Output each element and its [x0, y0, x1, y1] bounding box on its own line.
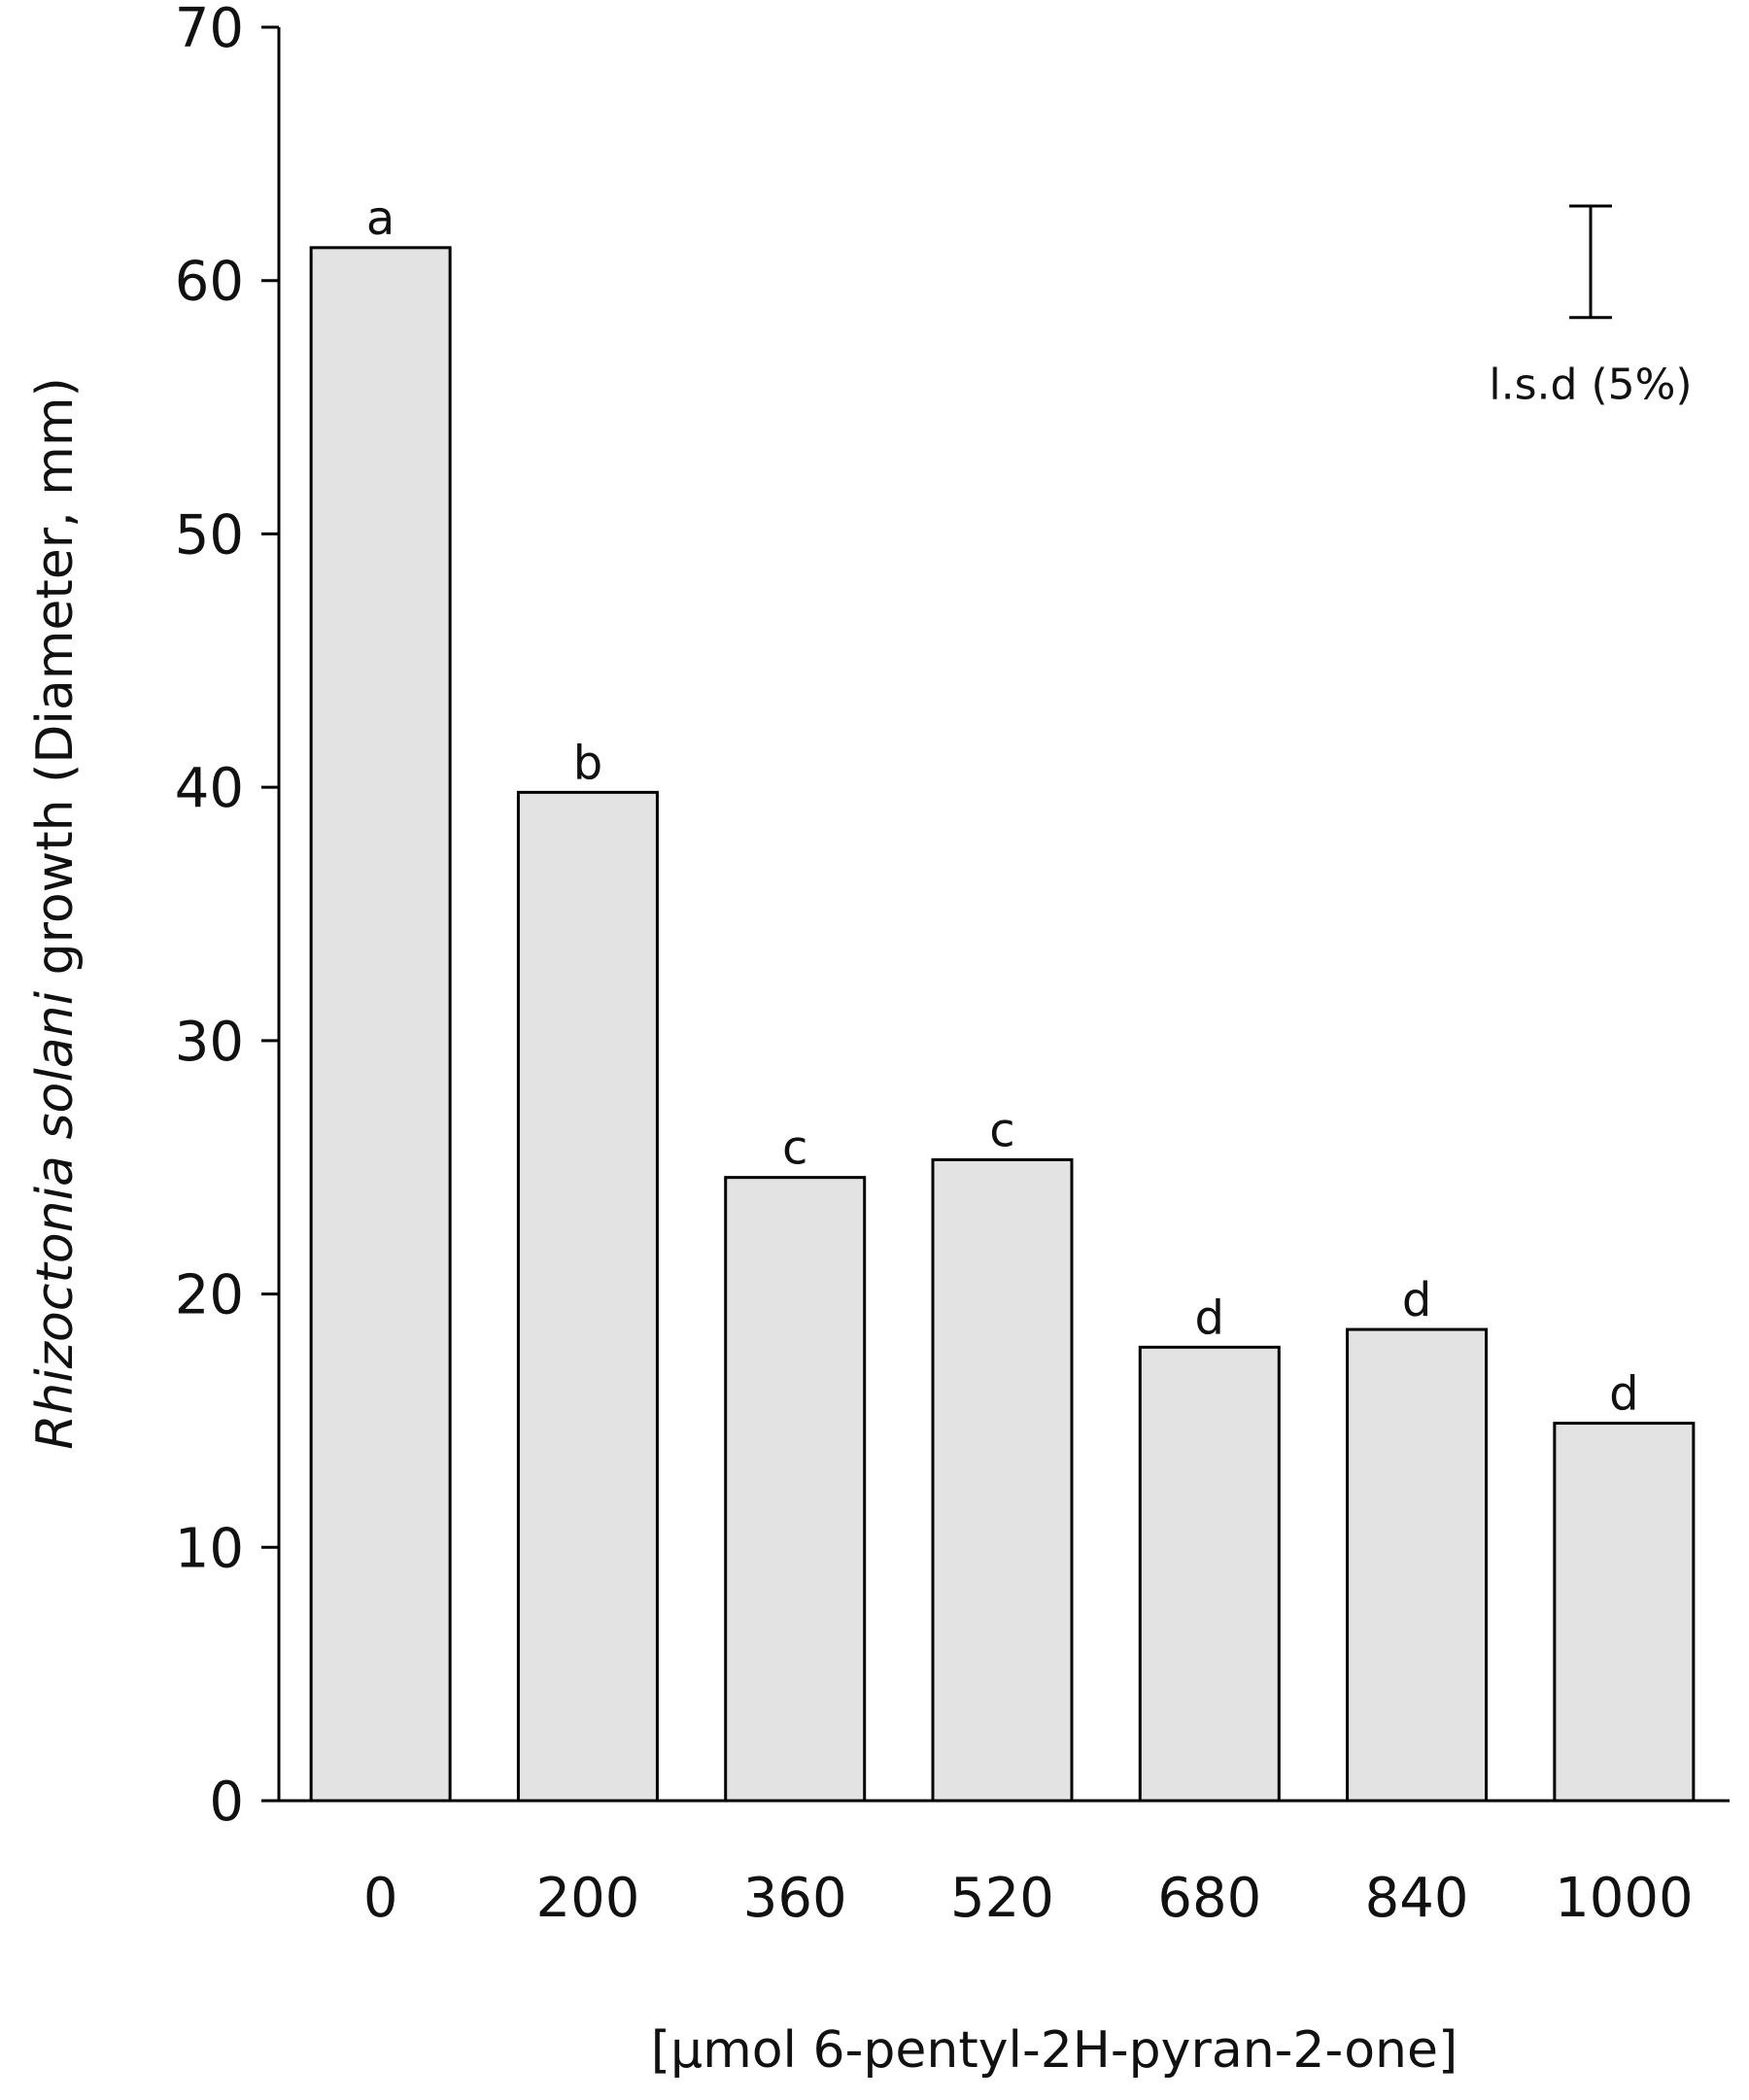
y-ticks: 0 10 20 30 40 50 60 70	[175, 0, 279, 1834]
bar	[1553, 1422, 1696, 1803]
bar	[1346, 1327, 1489, 1803]
x-axis-title: [µmol 6-pentyl-2H-pyran-2-one]	[651, 2021, 1458, 2080]
x-tick-label: 360	[743, 1867, 847, 1930]
bars	[309, 246, 1696, 1803]
significance-letter: b	[573, 736, 602, 790]
y-axis-title-italic: Rhizoctonia solani	[26, 990, 85, 1449]
lsd-label: l.s.d (5%)	[1489, 361, 1692, 410]
significance-letter: a	[366, 191, 394, 246]
bar	[1138, 1345, 1281, 1803]
significance-letters: a b c c d d d	[366, 191, 1639, 1422]
y-tick-label: 20	[175, 1264, 244, 1327]
y-axis-title: Rhizoctonia solani growth (Diameter, mm)	[26, 377, 85, 1450]
y-tick-label: 10	[175, 1517, 244, 1580]
y-axis-title-rest: growth (Diameter, mm)	[26, 377, 85, 991]
x-tick-label: 0	[363, 1867, 398, 1930]
bar	[724, 1176, 867, 1803]
significance-letter: d	[1195, 1291, 1224, 1345]
significance-letter: d	[1402, 1273, 1431, 1327]
bar	[309, 246, 452, 1803]
significance-letter: c	[782, 1121, 807, 1176]
x-tick-label: 1000	[1555, 1867, 1694, 1930]
x-tick-label: 200	[535, 1867, 639, 1930]
significance-letter: d	[1609, 1367, 1638, 1422]
y-tick-label: 50	[175, 503, 244, 567]
lsd-error-bar: l.s.d (5%)	[1489, 204, 1693, 410]
x-tick-label: 520	[950, 1867, 1054, 1930]
x-tick-label: 840	[1365, 1867, 1469, 1930]
y-tick-label: 60	[175, 251, 244, 314]
bar	[931, 1157, 1074, 1803]
x-tick-label: 680	[1157, 1867, 1261, 1930]
x-tick-labels: 0 200 360 520 680 840 1000	[363, 1867, 1694, 1930]
y-tick-label: 0	[209, 1771, 244, 1834]
significance-letter: c	[989, 1103, 1014, 1157]
y-tick-label: 40	[175, 757, 244, 820]
y-tick-label: 70	[175, 0, 244, 60]
y-tick-label: 30	[175, 1011, 244, 1074]
bar	[516, 790, 659, 1803]
